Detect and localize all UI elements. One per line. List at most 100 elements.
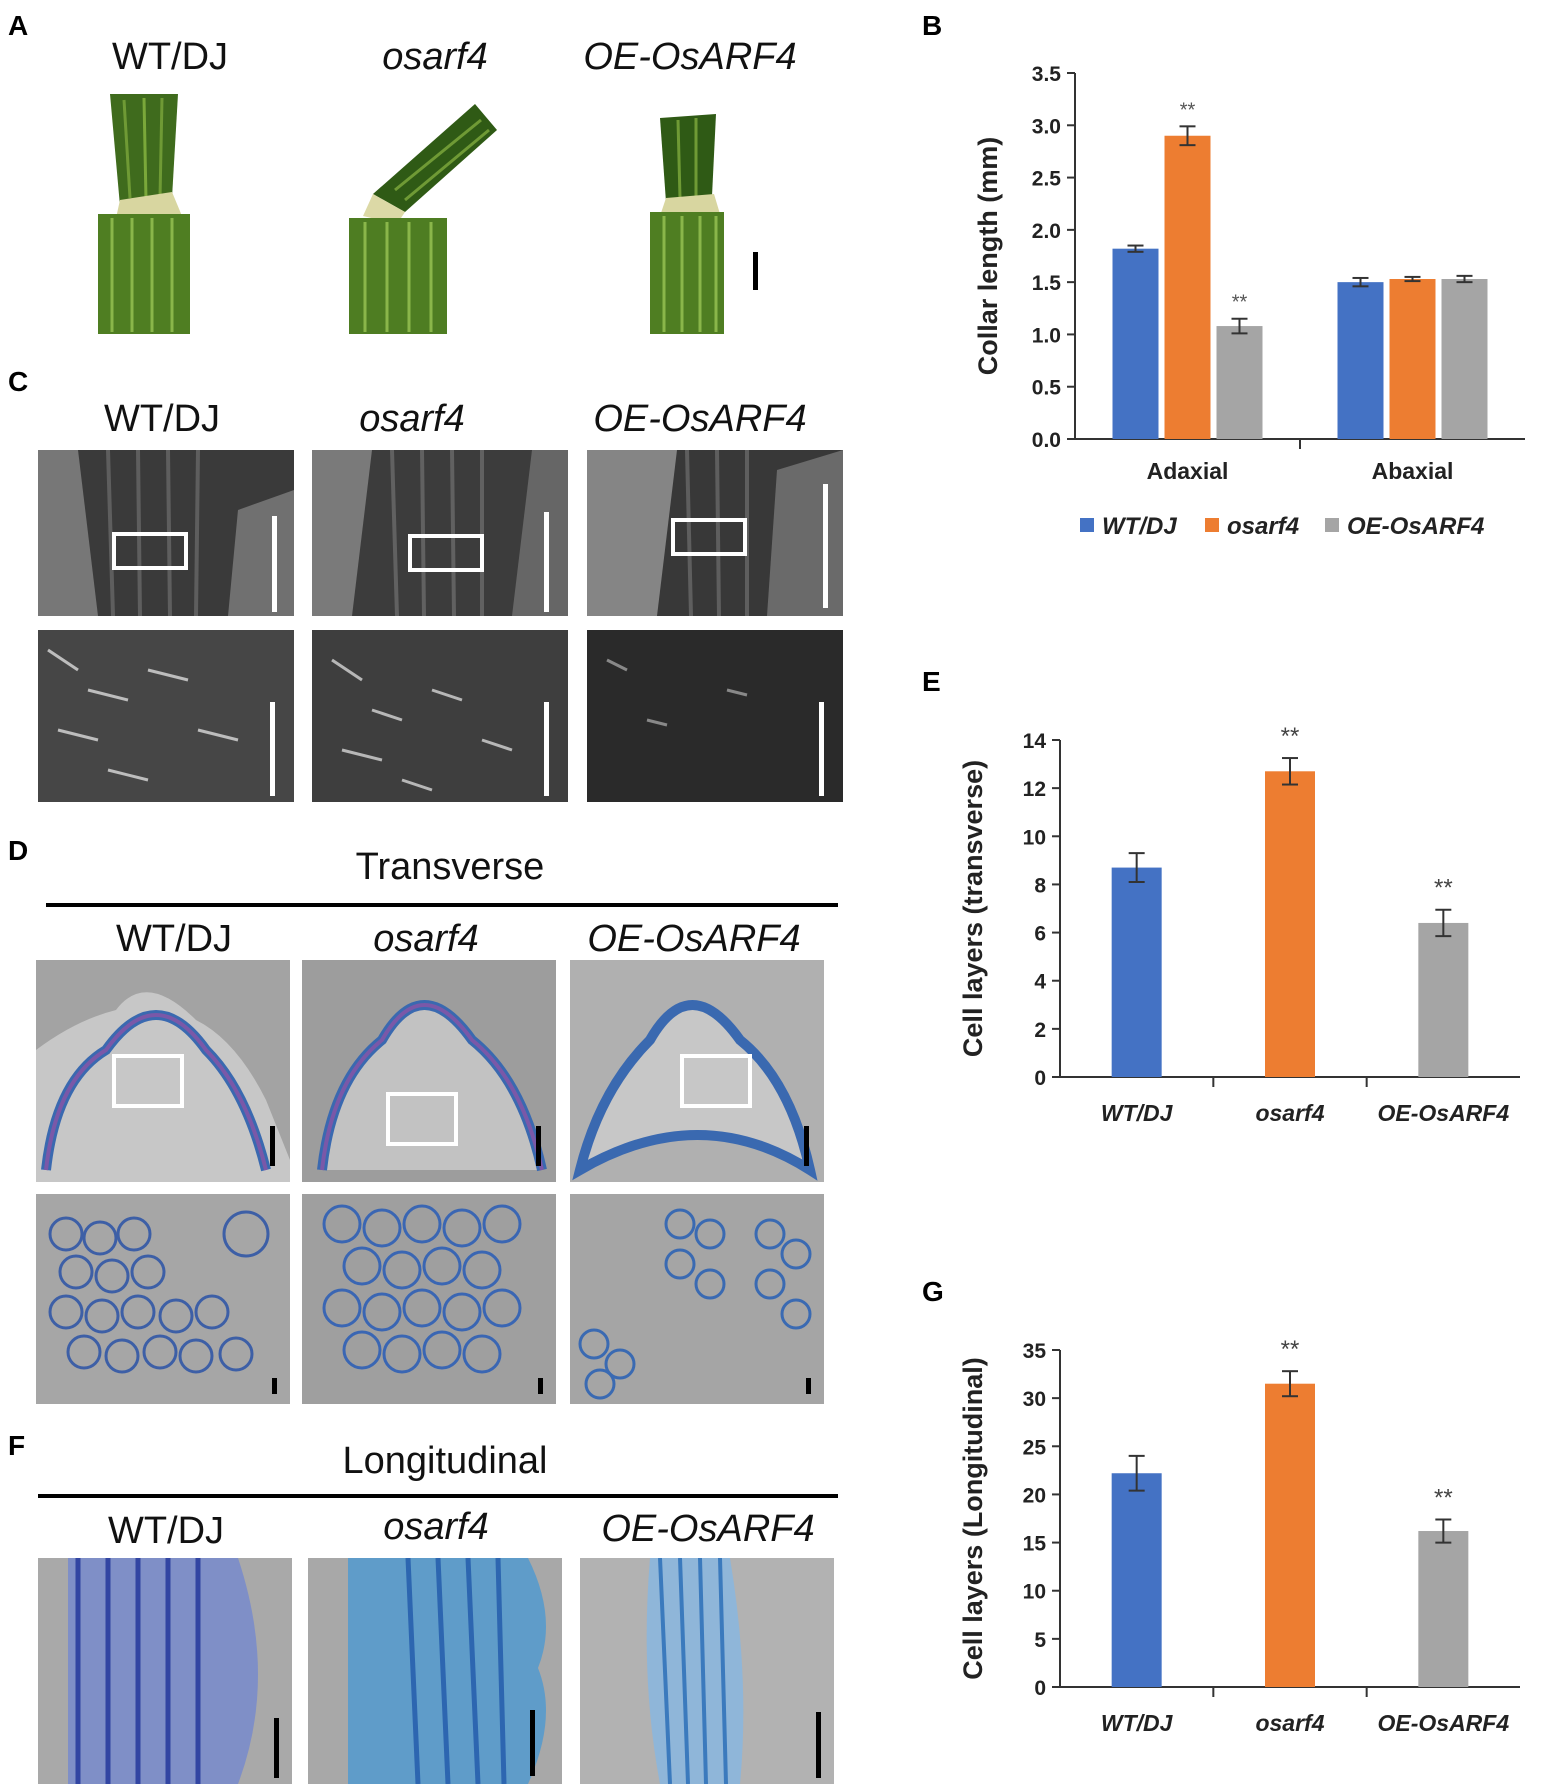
bar-osarf4 — [1265, 1383, 1315, 1687]
significance-mark: ** — [1434, 1484, 1453, 1511]
y-axis-title: Collar length (mm) — [973, 137, 1003, 376]
panel-d-label-wt: WT/DJ — [115, 918, 233, 960]
bar-wt/dj — [1111, 867, 1162, 1077]
panel-c-sem-oe — [587, 450, 843, 616]
bar-oe-osarf4 — [1418, 922, 1469, 1077]
x-tick-label: WT/DJ — [1101, 1100, 1174, 1126]
panel-c-sem-zoom-oe — [587, 630, 843, 802]
panel-d-zoom-mutant — [302, 1194, 556, 1404]
panel-d-section-oe — [570, 960, 824, 1182]
panel-f-section-mutant — [308, 1558, 562, 1784]
x-tick-label: WT/DJ — [1101, 1710, 1174, 1736]
panel-d-section-mutant — [302, 960, 556, 1182]
panel-label-a: A — [8, 10, 29, 41]
significance-mark: ** — [1180, 99, 1196, 121]
panel-d-label-oe: OE-OsARF4 — [587, 918, 801, 960]
panel-f-title: Longitudinal — [342, 1440, 548, 1482]
panel-d-rule — [46, 903, 838, 907]
y-tick-label: 0 — [1034, 1067, 1046, 1090]
x-tick-label: OE-OsARF4 — [1378, 1100, 1510, 1126]
bar-wt/dj — [1111, 1473, 1162, 1687]
y-tick-label: 35 — [1023, 1340, 1047, 1363]
y-tick-label: 8 — [1034, 874, 1046, 897]
panel-c-label-oe: OE-OsARF4 — [593, 398, 807, 440]
panel-d-section-wt — [36, 960, 290, 1182]
significance-mark: ** — [1232, 292, 1248, 314]
panel-f-section-wt — [38, 1558, 292, 1784]
legend-label: osarf4 — [1227, 513, 1299, 540]
y-tick-label: 5 — [1034, 1629, 1046, 1652]
panel-f-section-oe — [580, 1558, 834, 1784]
bar-osarf4 — [1164, 135, 1211, 439]
x-tick-label: Abaxial — [1372, 458, 1454, 484]
panel-f-rule — [38, 1494, 838, 1498]
y-tick-label: 2.5 — [1032, 168, 1062, 191]
panel-d-title: Transverse — [355, 846, 545, 888]
y-tick-label: 3.5 — [1032, 63, 1062, 86]
panel-f-label-wt: WT/DJ — [107, 1510, 225, 1552]
chart-collar-length: 0.0 0.5 1.0 1.5 2.0 2.5 3.0 3.5 Collar length (m… — [973, 63, 1525, 540]
legend-label: OE-OsARF4 — [1347, 513, 1484, 540]
panel-label-d: D — [8, 835, 29, 866]
y-axis-title: Cell layers (Longitudinal) — [958, 1357, 988, 1680]
bar-osarf4 — [1265, 771, 1315, 1077]
x-tick-label: osarf4 — [1255, 1100, 1324, 1126]
y-tick-label: 6 — [1034, 923, 1046, 946]
y-tick-label: 14 — [1023, 730, 1047, 753]
panel-label-g: G — [922, 1276, 944, 1307]
panel-c-sem-zoom-wt — [38, 630, 294, 802]
panel-d-zoom-oe — [570, 1194, 824, 1404]
panel-a-scale-bar — [753, 252, 758, 290]
y-tick-label: 3.0 — [1032, 115, 1061, 138]
panel-label-f: F — [8, 1430, 26, 1461]
panel-c-sem-mutant — [312, 450, 568, 616]
legend-swatch — [1325, 518, 1339, 532]
y-tick-label: 15 — [1023, 1533, 1047, 1556]
bar-oe-osarf4 — [1441, 279, 1488, 439]
panel-c-sem-wt — [38, 450, 294, 616]
chart-cell-layers-longitudinal: 0 5 10 15 20 25 30 35 Cell layers (Longitudinal)… — [958, 1336, 1520, 1736]
panel-a-photo-wt — [60, 88, 260, 340]
y-axis-title: Cell layers (transverse) — [958, 760, 988, 1057]
panel-label-b: B — [922, 10, 943, 41]
bar-wt/dj — [1337, 282, 1384, 439]
panel-c-sem-zoom-mutant — [312, 630, 568, 802]
y-tick-label: 2.0 — [1032, 220, 1061, 243]
x-tick-label: OE-OsARF4 — [1378, 1710, 1510, 1736]
panel-f-label-mutant: osarf4 — [383, 1506, 489, 1548]
y-tick-label: 1.0 — [1032, 324, 1061, 347]
panel-a-photo-mutant — [335, 100, 535, 340]
y-tick-label: 30 — [1023, 1388, 1046, 1411]
significance-mark: ** — [1434, 875, 1453, 902]
panel-c-label-wt: WT/DJ — [103, 398, 221, 440]
y-tick-label: 10 — [1023, 826, 1046, 849]
legend-swatch — [1080, 518, 1094, 532]
panel-c-label-mutant: osarf4 — [359, 398, 465, 440]
panel-d-zoom-wt — [36, 1194, 290, 1404]
panel-a-label-wt: WT/DJ — [111, 36, 229, 78]
panel-d-label-mutant: osarf4 — [373, 918, 479, 960]
panel-a-label-mutant: osarf4 — [382, 36, 488, 78]
bar-oe-osarf4 — [1216, 326, 1263, 439]
bar-oe-osarf4 — [1418, 1531, 1469, 1687]
y-tick-label: 25 — [1023, 1436, 1047, 1459]
legend-swatch — [1205, 518, 1219, 532]
significance-mark: ** — [1281, 1336, 1300, 1363]
panel-a-label-oe: OE-OsARF4 — [583, 36, 797, 78]
y-tick-label: 4 — [1034, 971, 1046, 994]
y-tick-label: 1.5 — [1032, 272, 1062, 295]
chart-cell-layers-transverse: 0 2 4 6 8 10 12 14 Cell layers (transverse) WT/DJ… — [958, 723, 1520, 1126]
x-tick-label: Adaxial — [1147, 458, 1229, 484]
y-tick-label: 2 — [1034, 1019, 1046, 1042]
y-tick-label: 20 — [1023, 1484, 1046, 1507]
legend-label: WT/DJ — [1102, 513, 1177, 540]
bar-osarf4 — [1389, 279, 1436, 439]
bar-wt/dj — [1112, 248, 1159, 439]
y-tick-label: 12 — [1023, 778, 1046, 801]
panel-label-c: C — [8, 366, 29, 397]
panel-a-photo-oe — [630, 110, 830, 340]
y-tick-label: 0.0 — [1032, 429, 1061, 452]
y-tick-label: 0.5 — [1032, 377, 1062, 400]
y-tick-label: 0 — [1034, 1677, 1046, 1700]
